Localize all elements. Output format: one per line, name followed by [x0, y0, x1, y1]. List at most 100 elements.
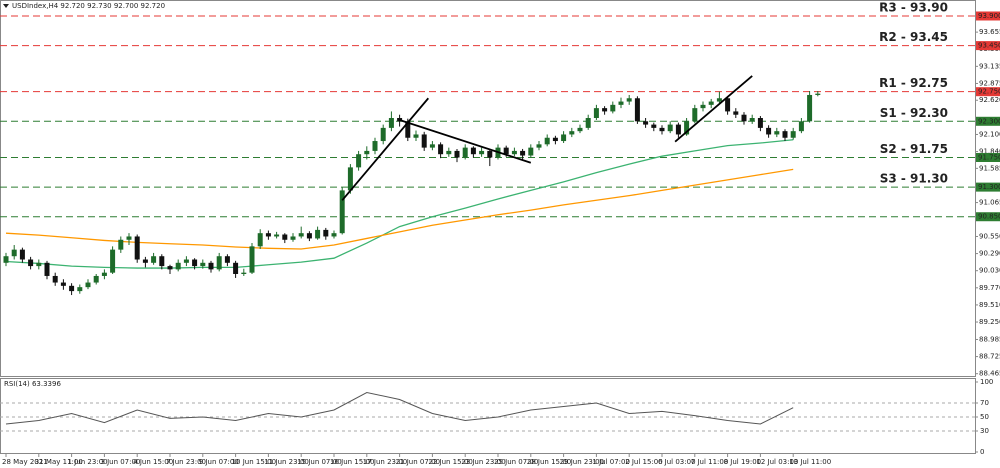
level-axis-box	[976, 87, 1000, 97]
candle-body	[11, 249, 17, 257]
candle-body	[134, 236, 140, 260]
candle-body	[265, 233, 271, 237]
rsi-title: RSI(14) 63.3396	[4, 380, 61, 388]
candle-body	[85, 282, 91, 288]
x-tick-label: 13 Jul 11:00	[789, 458, 831, 466]
candle-body	[200, 262, 206, 267]
candle-body	[536, 144, 542, 148]
candle-body	[282, 234, 288, 240]
candle-body	[175, 262, 181, 270]
level-axis-label: 90.850	[978, 213, 1000, 221]
y-tick-label: 90.030	[979, 267, 1000, 275]
x-tick-label: 1 Jul 07:00	[592, 458, 630, 466]
candle-body	[397, 118, 403, 122]
x-tick-label: 3 Jun 07:00	[100, 458, 140, 466]
level-axis-label: 91.750	[978, 153, 1000, 161]
candle-body	[577, 127, 583, 132]
candle-body	[388, 118, 394, 128]
candle-body	[323, 229, 329, 237]
x-tick-label: 22 Jun 15:00	[428, 458, 472, 466]
candle-body	[60, 282, 66, 286]
candle-body	[798, 121, 804, 132]
x-tick-label: 7 Jul 11:00	[691, 458, 729, 466]
level-label: R2 - 93.45	[879, 30, 948, 44]
candle-body	[429, 144, 435, 148]
candle-body	[3, 256, 9, 263]
x-tick-label: 23 Jun 23:00	[461, 458, 505, 466]
x-tick-label: 21 Jun 07:00	[396, 458, 440, 466]
x-tick-label: 1 Jun 23:00	[68, 458, 108, 466]
level-label: S3 - 91.30	[880, 172, 948, 186]
candle-body	[446, 150, 452, 155]
candle-body	[192, 259, 198, 267]
level-axis-box	[976, 11, 1000, 21]
candle-body	[93, 275, 99, 283]
candle-body	[774, 131, 780, 135]
x-tick-label: 15 Jun 07:00	[297, 458, 341, 466]
candle-body	[610, 104, 616, 112]
x-tick-label: 17 Jun 23:00	[363, 458, 407, 466]
candle-body	[643, 121, 649, 125]
x-tick-label: 10 Jun 15:00	[232, 458, 276, 466]
candle-body	[552, 137, 558, 142]
y-tick-label: 88.985	[979, 335, 1000, 343]
candle-body	[372, 141, 378, 151]
candle-body	[667, 124, 673, 132]
level-label: S2 - 91.75	[880, 142, 948, 156]
x-tick-label: 8 Jul 19:00	[724, 458, 762, 466]
x-tick-label: 9 Jun 07:00	[199, 458, 239, 466]
y-tick-label: 91.840	[979, 148, 1000, 156]
rsi-tick-label: 0	[980, 448, 984, 456]
y-tick-label: 88.465	[979, 370, 1000, 378]
candle-body	[528, 147, 534, 156]
candle-body	[274, 234, 280, 237]
rsi-tick-label: 100	[980, 378, 993, 386]
y-tick-label: 92.100	[979, 130, 1000, 138]
level-axis-box	[976, 152, 1000, 162]
x-tick-label: 29 Jun 23:00	[560, 458, 604, 466]
candle-body	[69, 285, 75, 292]
y-tick-label: 89.250	[979, 318, 1000, 326]
y-tick-label: 90.290	[979, 250, 1000, 258]
rsi-tick-label: 50	[980, 413, 989, 421]
candle-body	[716, 98, 722, 102]
candle-body	[142, 259, 148, 263]
x-tick-label: 28 Jun 15:00	[527, 458, 571, 466]
trendline	[341, 97, 429, 201]
candle-body	[487, 150, 493, 158]
candle-body	[356, 154, 362, 168]
candle-body	[183, 259, 189, 263]
candle-body	[208, 262, 214, 270]
candle-body	[77, 287, 83, 292]
candle-body	[725, 98, 731, 112]
trendline	[399, 119, 532, 164]
candle-body	[708, 101, 714, 105]
candle-body	[290, 236, 296, 240]
candle-body	[233, 262, 239, 274]
candle-body	[782, 131, 788, 138]
chart-title: USDIndex,H4 92.720 92.730 92.700 92.720	[12, 2, 165, 10]
candle-body	[675, 124, 681, 135]
rsi-line	[5, 391, 794, 425]
level-axis-box	[976, 182, 1000, 192]
x-tick-label: 2 Jul 15:00	[625, 458, 663, 466]
y-tick-label: 92.875	[979, 79, 1000, 87]
candle-body	[167, 266, 173, 270]
candle-body	[479, 150, 485, 155]
y-tick-label: 93.135	[979, 62, 1000, 70]
candle-body	[413, 134, 419, 138]
y-tick-label: 91.585	[979, 164, 1000, 172]
rsi-tick-label: 70	[980, 399, 989, 407]
x-tick-label: 31 May 11:00	[35, 458, 83, 466]
level-label: R1 - 92.75	[879, 76, 948, 90]
candle-body	[151, 256, 157, 263]
candle-body	[118, 239, 124, 250]
x-tick-label: 6 Jul 03:00	[658, 458, 696, 466]
candle-body	[757, 118, 763, 128]
candle-body	[561, 134, 567, 142]
candle-body	[101, 272, 107, 276]
candle-body	[380, 127, 386, 142]
candle-body	[634, 98, 640, 122]
level-axis-box	[976, 41, 1000, 51]
